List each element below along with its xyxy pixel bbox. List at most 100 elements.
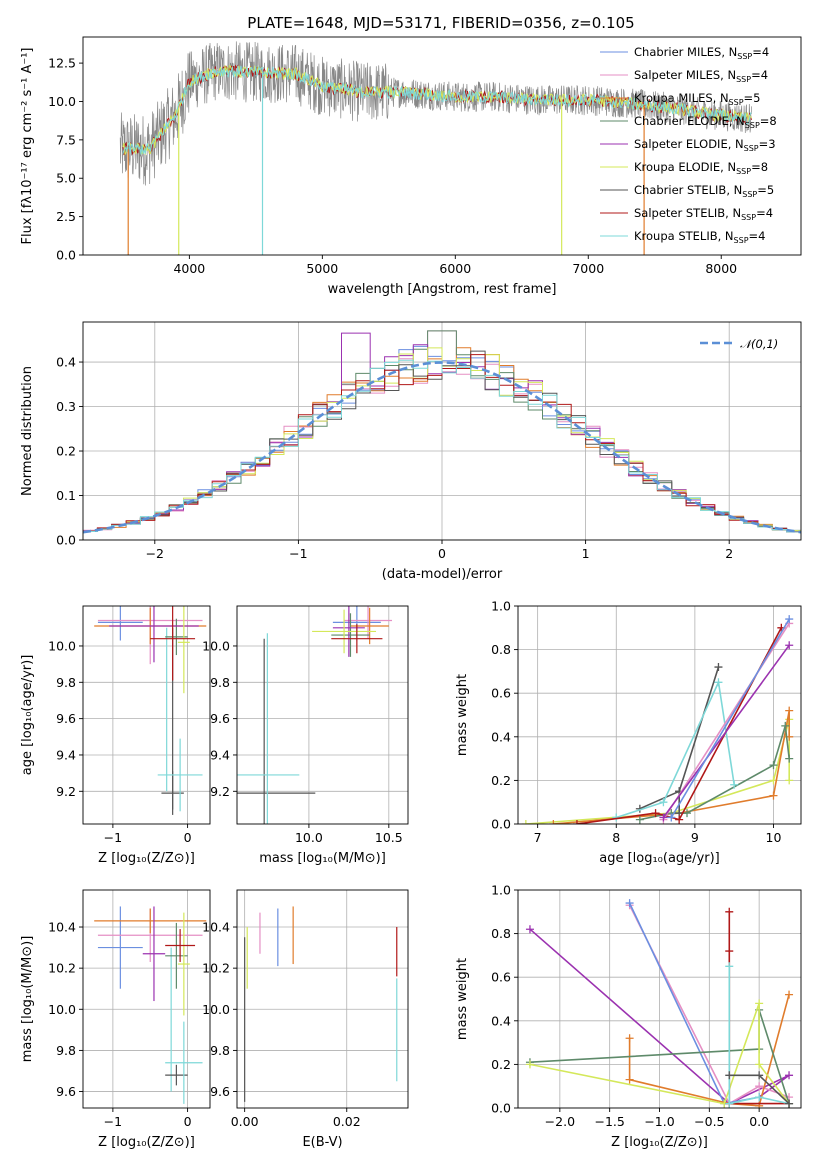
axes-frame (236, 889, 409, 1109)
y-tick-label: 10.4 (48, 920, 76, 935)
marker-km (549, 820, 558, 824)
y-tick-label: 0.0 (491, 817, 511, 832)
y-tick-label: 10.2 (202, 961, 230, 976)
y-tick-label: 0.6 (491, 686, 511, 701)
plot-area-mass_weight_vs_Z (518, 890, 801, 1108)
y-tick-label: 9.2 (210, 784, 230, 799)
marker-ks (714, 678, 723, 687)
plot-area-age_vs_mass (237, 606, 408, 824)
y-axis-label: mass weight (455, 674, 470, 756)
x-axis-label: Z [log₁₀(Z/Z⊙)] (611, 1135, 708, 1150)
legend-label-cs: Chabrier STELIB, NSSP=5 (634, 183, 774, 199)
y-tick-label: 0.8 (491, 642, 511, 657)
axes-frame (82, 605, 211, 825)
marker-ke (521, 820, 530, 824)
y-tick-label: 10.4 (202, 920, 230, 935)
marker-cs (785, 1099, 794, 1108)
marker-ce (683, 809, 692, 818)
marker-cs (725, 1071, 734, 1080)
series-sm (662, 622, 790, 821)
x-axis-label: E(B-V) (302, 1135, 342, 1150)
marker-se (659, 813, 668, 822)
y-tick-label: 0.4 (491, 1013, 511, 1028)
series-ke (525, 719, 790, 824)
x-tick-label: 6000 (439, 261, 471, 276)
series-cm (670, 618, 790, 818)
x-tick-label: −1.0 (644, 1114, 674, 1129)
y-tick-label: 12.5 (48, 56, 76, 71)
legend-label-ke: Kroupa ELODIE, NSSP=8 (634, 160, 768, 176)
marker-se (785, 641, 794, 650)
panels: 4000 5000 6000 7000 80000.02.55.07.510.012.5… (20, 36, 802, 1150)
legend-label-ss: Salpeter STELIB, NSSP=4 (634, 206, 773, 222)
marker-se (785, 1071, 794, 1080)
axes-frame (82, 36, 802, 256)
y-tick-label: 9.6 (210, 711, 230, 726)
marker-ke (755, 999, 764, 1008)
marker-ks (659, 798, 668, 807)
y-tick-label: 0.4 (491, 729, 511, 744)
y-tick-label: 10.0 (202, 638, 230, 653)
y-tick-label: 9.8 (56, 1043, 76, 1058)
panel-residuals: −2 −1 0 1 2 0.0 0.1 0.2 0.3 0.4 (data-model)/error… (20, 321, 802, 582)
x-tick-label: 7 (534, 830, 542, 845)
marker-km (785, 990, 794, 999)
x-tick-label: 7000 (572, 261, 604, 276)
y-tick-label: 0.6 (491, 970, 511, 985)
y-tick-label: 0.0 (56, 248, 76, 263)
x-tick-label: 4000 (173, 261, 205, 276)
y-tick-label: 5.0 (56, 171, 76, 186)
y-axis-label: Normed distribution (20, 366, 35, 496)
y-axis-label: age [log₁₀(age/yr)] (20, 655, 35, 776)
marker-sm (755, 1082, 764, 1091)
y-tick-label: 0.1 (56, 488, 76, 503)
y-tick-label: 0.2 (56, 444, 76, 459)
y-axis-label: mass weight (455, 958, 470, 1040)
x-tick-label: 8 (612, 830, 620, 845)
y-tick-label: 0.4 (56, 355, 76, 370)
x-tick-label: 2 (725, 546, 733, 561)
axes-frame (82, 889, 211, 1109)
marker-ss (675, 815, 684, 824)
plot-area-age_vs_Z (83, 606, 210, 824)
x-tick-label: −1 (104, 830, 122, 845)
marker-ss (725, 947, 734, 956)
x-tick-label: 10.0 (295, 830, 323, 845)
plot-area-mass_vs_Z (83, 890, 210, 1108)
marker-ce (769, 761, 778, 770)
y-tick-label: 0.3 (56, 399, 76, 414)
marker-ce (785, 754, 794, 763)
series-sm (628, 904, 790, 1105)
series-se (662, 644, 790, 818)
x-tick-label: 0.02 (333, 1114, 361, 1129)
plot-area-spectrum (119, 41, 753, 255)
y-tick-label: 9.6 (210, 1084, 230, 1099)
marker-ke (785, 776, 794, 785)
panel-mass_weight_vs_Z: −2.0 −1.5 −1.0 −0.5 0.0 0.0 0.2 0.4 0.6 0.8 1.0 Z [… (455, 883, 802, 1150)
y-tick-label: 9.6 (56, 1084, 76, 1099)
legend-label-ks: Kroupa STELIB, NSSP=4 (634, 229, 765, 245)
y-tick-label: 9.8 (210, 675, 230, 690)
x-tick-label: −1.5 (594, 1114, 624, 1129)
plot-area-mass_weight_vs_age (518, 606, 801, 824)
panel-age_vs_Z: −1 0 9.2 9.4 9.6 9.8 10.0 Z [log₁₀(Z/Z⊙)] age [l… (20, 605, 211, 866)
marker-ke (525, 1060, 534, 1069)
marker-cs (755, 1071, 764, 1080)
y-tick-label: 9.4 (56, 747, 76, 762)
x-tick-label: 1 (582, 546, 590, 561)
legend-label-se: Salpeter ELODIE, NSSP=3 (634, 137, 776, 153)
x-axis-label: wavelength [Angstrom, rest frame] (328, 282, 557, 297)
marker-cm (785, 615, 794, 624)
spectrum-model-ks (122, 65, 752, 155)
marker-cm (667, 813, 676, 822)
y-tick-label: 0.8 (491, 926, 511, 941)
marker-ss (725, 907, 734, 916)
x-tick-label: 10 (766, 830, 782, 845)
series-ss (576, 627, 783, 824)
marker-km (785, 706, 794, 715)
legend-label-km: Kroupa MILES, NSSP=5 (634, 91, 760, 107)
y-tick-label: 10.0 (202, 1002, 230, 1017)
histogram-ss (83, 354, 801, 534)
x-axis-label: age [log₁₀(age/yr)] (599, 851, 720, 866)
